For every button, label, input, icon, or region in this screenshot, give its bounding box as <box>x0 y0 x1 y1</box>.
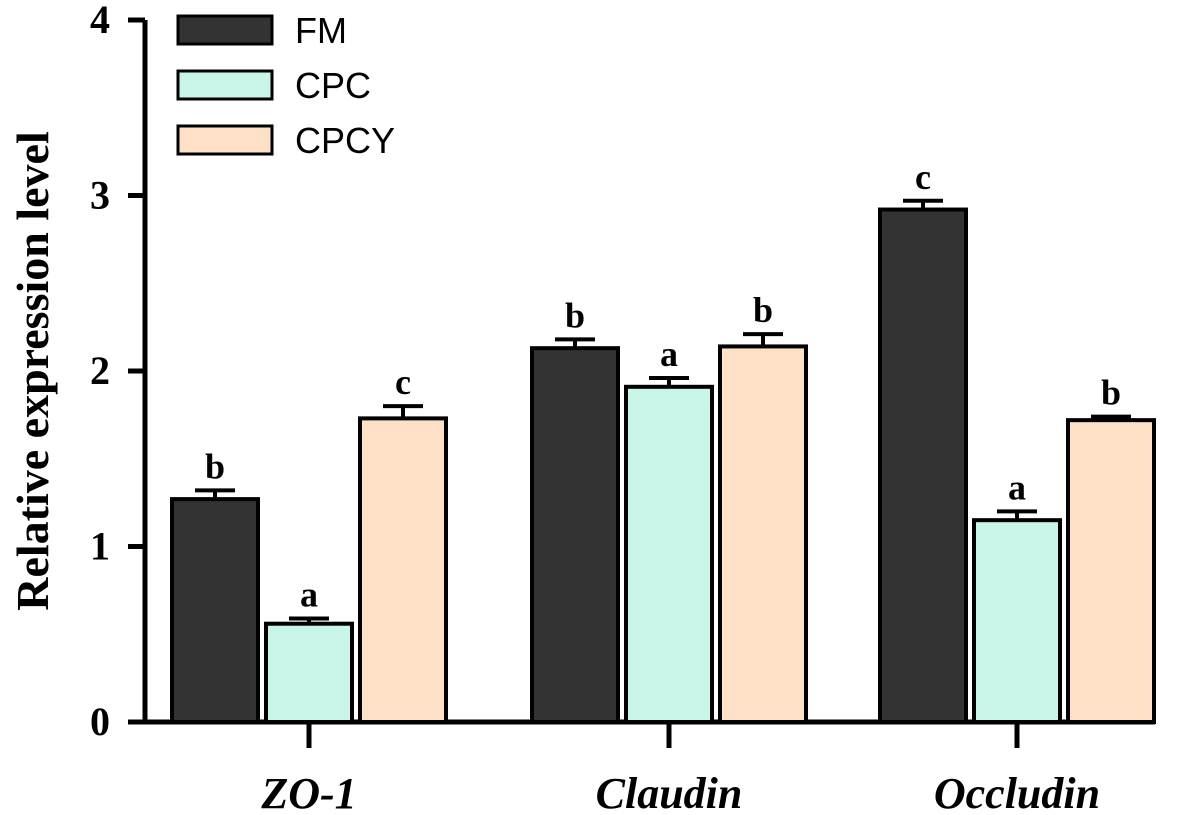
significance-label: a <box>300 574 318 614</box>
legend-swatch-cpc <box>176 69 274 101</box>
significance-label: b <box>1101 373 1121 413</box>
x-category-label: Occludin <box>934 769 1100 815</box>
bars: b a c b a b c a b <box>170 157 1156 725</box>
bar-cpc-occludin <box>972 518 1062 724</box>
significance-label: c <box>395 362 411 402</box>
legend-swatch-fm <box>176 14 274 46</box>
significance-label: b <box>753 290 773 330</box>
bar-cpc-claudin <box>624 384 714 724</box>
y-ticks: 0 1 2 3 4 <box>90 0 145 744</box>
y-tick-label: 0 <box>90 699 110 744</box>
bar-fm-occludin <box>878 207 968 725</box>
x-category-label: Claudin <box>596 769 743 815</box>
bar-cpc-zo-1 <box>264 621 354 724</box>
legend-label-cpcy: CPCY <box>295 120 395 161</box>
x-ticks: ZO-1 Claudin Occludin <box>260 722 1100 815</box>
y-tick-label: 1 <box>90 524 110 569</box>
significance-label: a <box>1008 467 1026 507</box>
significance-label: b <box>565 295 585 335</box>
y-tick-label: 4 <box>90 0 110 42</box>
bar-fm-zo-1 <box>170 497 260 724</box>
bar-cpcy-occludin <box>1066 418 1156 724</box>
legend-swatch-cpcy <box>176 124 274 156</box>
significance-label: b <box>205 446 225 486</box>
bar-cpcy-zo-1 <box>358 416 448 724</box>
x-category-label: ZO-1 <box>260 769 356 815</box>
legend: FM CPC CPCY <box>176 10 395 161</box>
bar-cpcy-claudin <box>718 344 808 724</box>
legend-label-fm: FM <box>295 10 347 51</box>
legend-label-cpc: CPC <box>295 65 371 106</box>
significance-label: a <box>660 334 678 374</box>
y-tick-label: 3 <box>90 173 110 218</box>
significance-label: c <box>915 157 931 197</box>
bar-fm-claudin <box>530 346 620 724</box>
y-axis-label: Relative expression level <box>7 131 58 611</box>
y-tick-label: 2 <box>90 348 110 393</box>
